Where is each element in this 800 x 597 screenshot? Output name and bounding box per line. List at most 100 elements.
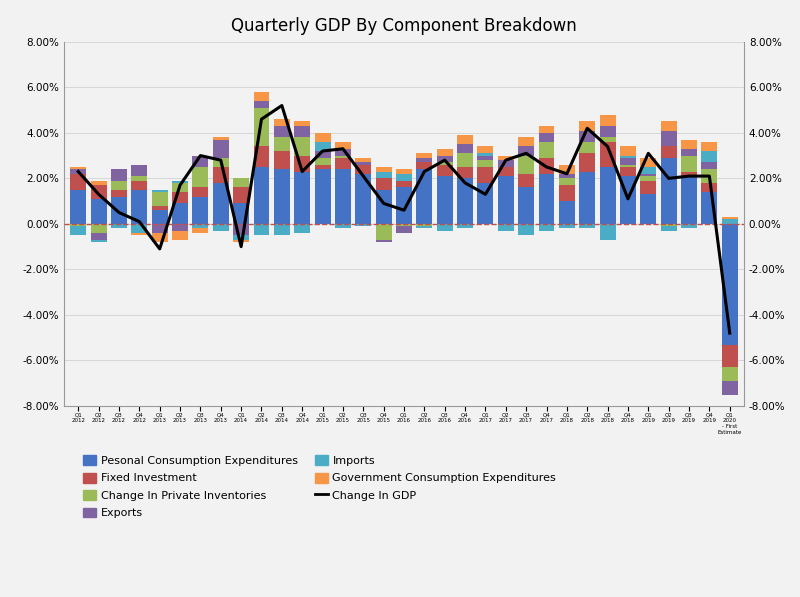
Bar [722, 219, 738, 224]
Bar [640, 176, 656, 181]
Bar [314, 170, 330, 224]
Bar [111, 190, 127, 196]
Bar [437, 176, 453, 224]
Bar [355, 158, 371, 162]
Bar [417, 170, 432, 224]
Bar [396, 226, 412, 233]
Bar [172, 181, 188, 183]
Bar [70, 174, 86, 190]
Bar [681, 176, 697, 224]
Bar [518, 224, 534, 235]
Bar [70, 224, 86, 226]
Bar [172, 183, 188, 192]
Bar [478, 167, 494, 183]
Bar [274, 119, 290, 126]
Bar [722, 367, 738, 381]
Bar [437, 162, 453, 165]
Bar [640, 167, 656, 174]
Bar [172, 224, 188, 230]
Bar [213, 140, 229, 158]
Bar [498, 160, 514, 167]
Bar [396, 170, 412, 174]
Bar [213, 224, 229, 230]
Bar [172, 204, 188, 224]
Bar [702, 192, 718, 224]
Bar [396, 187, 412, 224]
Bar [417, 224, 432, 226]
Bar [355, 224, 371, 226]
Bar [702, 183, 718, 192]
Bar [661, 158, 677, 224]
Bar [376, 240, 391, 242]
Bar [254, 108, 270, 146]
Bar [111, 224, 127, 229]
Bar [376, 179, 391, 190]
Bar [90, 224, 106, 233]
Bar [254, 224, 270, 235]
Bar [70, 167, 86, 170]
Bar [620, 176, 636, 224]
Bar [518, 174, 534, 187]
Bar [314, 158, 330, 165]
Bar [152, 210, 168, 224]
Bar [355, 162, 371, 165]
Bar [294, 121, 310, 126]
Bar [722, 381, 738, 395]
Bar [233, 240, 249, 242]
Bar [559, 174, 575, 179]
Bar [274, 126, 290, 137]
Bar [335, 149, 351, 156]
Bar [518, 146, 534, 156]
Bar [681, 156, 697, 171]
Bar [376, 190, 391, 224]
Bar [335, 156, 351, 158]
Bar [620, 158, 636, 165]
Bar [620, 156, 636, 158]
Bar [131, 165, 147, 176]
Bar [90, 199, 106, 224]
Bar [620, 165, 636, 167]
Bar [152, 233, 168, 242]
Bar [600, 126, 615, 137]
Bar [437, 156, 453, 162]
Bar [213, 167, 229, 183]
Bar [172, 230, 188, 240]
Bar [478, 156, 494, 160]
Bar [111, 181, 127, 190]
Bar [193, 167, 208, 187]
Bar [661, 146, 677, 158]
Bar [640, 174, 656, 176]
Bar [152, 190, 168, 192]
Bar [559, 179, 575, 185]
Bar [457, 179, 473, 224]
Bar [335, 142, 351, 149]
Bar [172, 192, 188, 204]
Bar [111, 170, 127, 181]
Bar [681, 149, 697, 156]
Bar [457, 153, 473, 167]
Bar [90, 233, 106, 240]
Bar [498, 156, 514, 160]
Bar [498, 224, 514, 230]
Bar [294, 171, 310, 224]
Bar [559, 224, 575, 229]
Bar [417, 162, 432, 170]
Bar [274, 170, 290, 224]
Bar [559, 201, 575, 224]
Bar [274, 224, 290, 235]
Bar [640, 181, 656, 194]
Bar [294, 224, 310, 233]
Bar [193, 224, 208, 229]
Bar [355, 174, 371, 224]
Bar [274, 137, 290, 151]
Bar [417, 158, 432, 162]
Bar [254, 92, 270, 101]
Bar [579, 224, 595, 229]
Bar [437, 165, 453, 176]
Bar [722, 344, 738, 367]
Bar [376, 171, 391, 179]
Bar [131, 224, 147, 233]
Bar [355, 165, 371, 174]
Bar [152, 205, 168, 210]
Bar [498, 167, 514, 176]
